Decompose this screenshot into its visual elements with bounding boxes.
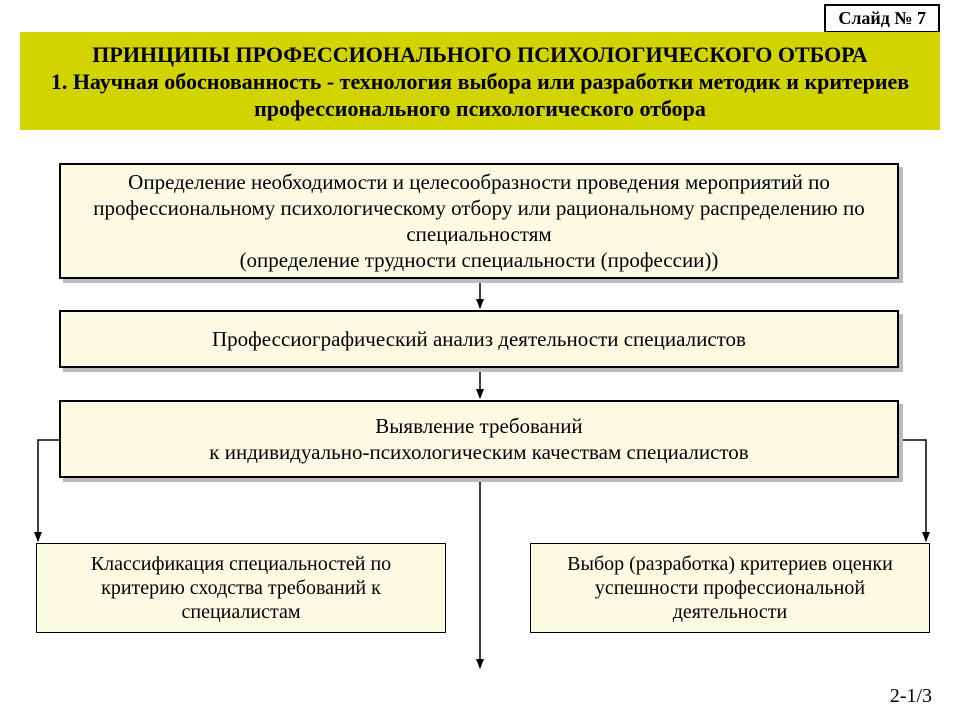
page-footer: 2-1/3 (890, 685, 932, 708)
flow-box-1-text: Определение необходимости и целесообразн… (79, 169, 879, 274)
slide-number-badge: Слайд № 7 (824, 4, 940, 33)
flow-box-1: Определение необходимости и целесообразн… (59, 163, 899, 279)
title-sub: 1. Научная обоснованность - технология в… (36, 69, 924, 122)
flow-box-2-text: Профессиографический анализ деятельности… (212, 326, 746, 352)
flow-box-4-left: Классификация специальностей по критерию… (36, 543, 446, 633)
flow-box-2: Профессиографический анализ деятельности… (59, 310, 899, 368)
flow-box-3: Выявление требованийк индивидуально-псих… (59, 400, 899, 478)
flow-box-5-right: Выбор (разработка) критериев оценки успе… (530, 543, 930, 633)
flow-box-5-text: Выбор (разработка) критериев оценки успе… (543, 552, 917, 624)
flow-box-3-text: Выявление требованийк индивидуально-псих… (209, 413, 748, 466)
flow-box-4-text: Классификация специальностей по критерию… (49, 552, 433, 624)
title-block: ПРИНЦИПЫ ПРОФЕССИОНАЛЬНОГО ПСИХОЛОГИЧЕСК… (20, 32, 940, 130)
title-main: ПРИНЦИПЫ ПРОФЕССИОНАЛЬНОГО ПСИХОЛОГИЧЕСК… (36, 42, 924, 67)
